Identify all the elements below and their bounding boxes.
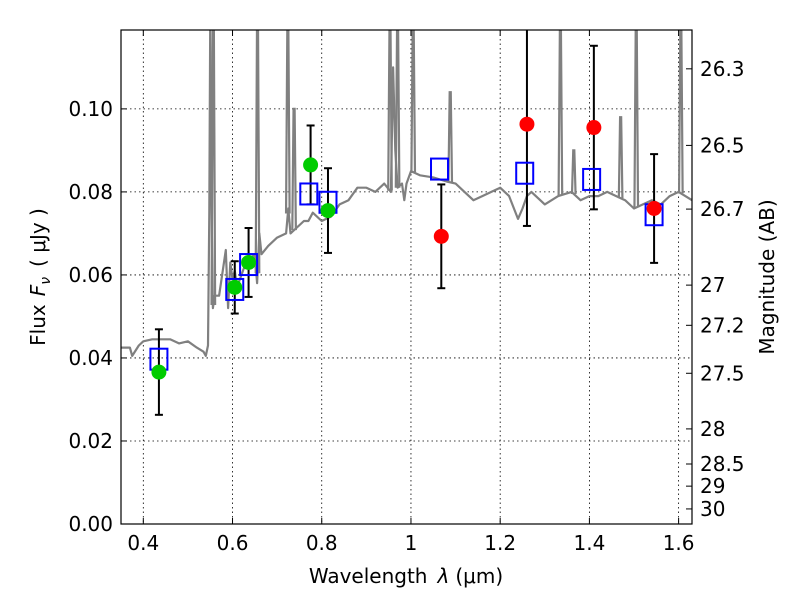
mag-tick-label: 27	[700, 273, 725, 297]
x-tick-label: 1.6	[663, 531, 695, 555]
model-emission-line	[387, 30, 393, 191]
y-tick-label: 0.10	[68, 97, 113, 121]
model-emission-line	[284, 30, 291, 214]
model-emission-line	[410, 30, 417, 173]
y-axis-title-subscript: ν	[38, 277, 54, 285]
model-photometry-point	[225, 277, 245, 301]
model-emission-line	[394, 30, 401, 188]
data-markers	[149, 30, 664, 416]
plot-background	[121, 30, 692, 524]
x-tick-label: 1	[405, 531, 418, 555]
model-spectrum-line	[121, 30, 692, 357]
y-axis-title-prefix: Flux	[26, 304, 50, 346]
model-photometry-point	[430, 157, 450, 181]
x-axis-title: Wavelength λ (μm)	[309, 564, 503, 588]
y-tick-label: 0.00	[68, 512, 113, 536]
model-photometry-point	[299, 182, 319, 206]
model-photometry-point	[239, 253, 259, 277]
y-axis-left: 0.00 0.02 0.04 0.06 0.08 0.10	[68, 97, 127, 536]
model-emission-line	[447, 91, 454, 183]
model-photometry-point	[515, 161, 535, 185]
mag-tick-label: 29	[700, 474, 725, 498]
mag-tick-label: 26.5	[700, 133, 745, 157]
detection-point	[646, 201, 662, 217]
y-tick-label: 0.04	[68, 346, 113, 370]
x-tick-label: 1.2	[484, 531, 516, 555]
x-tick-label: 0.8	[306, 531, 338, 555]
mag-tick-label: 28.5	[700, 452, 745, 476]
detection-point	[303, 157, 319, 173]
detection-point	[433, 228, 449, 244]
detection-point	[241, 254, 257, 270]
y2-axis-title: Magnitude (AB)	[755, 199, 779, 354]
detection-point	[227, 279, 243, 295]
model-spectrum	[121, 30, 692, 357]
mag-tick-label: 27.2	[700, 313, 745, 337]
detection-point	[519, 116, 535, 132]
plot-frame	[120, 29, 693, 525]
y-tick-label: 0.02	[68, 429, 113, 453]
x-tick-label: 0.6	[217, 531, 249, 555]
y-axis-title: Flux Fν ( μJy )	[26, 208, 54, 346]
y-axis-title-symbol: F	[26, 284, 50, 296]
mag-tick-label: 27.5	[700, 361, 745, 385]
model-emission-line	[633, 30, 640, 208]
x-axis-title-symbol: λ	[437, 564, 450, 588]
model-emission-line	[291, 107, 297, 231]
mag-tick-label: 26.3	[700, 57, 745, 81]
x-tick-label: 1.4	[573, 531, 605, 555]
y-tick-label: 0.06	[68, 263, 113, 287]
model-emission-line	[677, 30, 684, 194]
model-emission-line	[557, 30, 564, 196]
model-emission-line	[254, 30, 261, 274]
model-emission-line	[210, 30, 217, 306]
x-tick-label: 0.4	[127, 531, 159, 555]
y-axis-title-unit: ( μJy )	[26, 208, 50, 267]
detection-point	[320, 203, 336, 219]
y-tick-label: 0.08	[68, 180, 113, 204]
model-emission-line	[570, 149, 577, 195]
x-axis: 0.4 0.6 0.8 1 1.2 1.4 1.6	[127, 30, 695, 555]
detection-point	[586, 120, 602, 136]
model-emission-line	[617, 116, 624, 199]
x-axis-title-prefix: Wavelength	[309, 564, 428, 588]
mag-tick-label: 30	[700, 497, 725, 521]
x-axis-title-unit: (μm)	[455, 564, 503, 588]
detection-point	[151, 364, 167, 380]
mag-tick-label: 28	[700, 417, 725, 441]
mag-tick-label: 26.7	[700, 197, 745, 221]
model-photometry-point	[582, 167, 602, 191]
